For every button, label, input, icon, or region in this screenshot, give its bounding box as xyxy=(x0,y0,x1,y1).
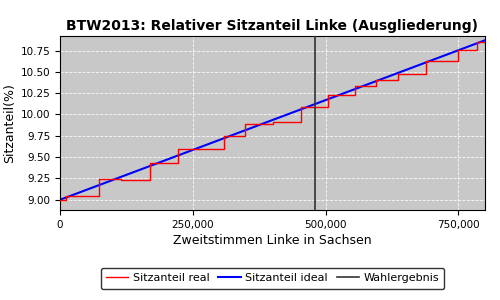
Sitzanteil real xyxy=(242,123,248,126)
Sitzanteil real xyxy=(63,198,69,202)
Sitzanteil real xyxy=(242,134,248,138)
Sitzanteil real xyxy=(352,93,358,97)
Sitzanteil real xyxy=(325,93,331,97)
Sitzanteil real xyxy=(424,72,430,76)
Sitzanteil real xyxy=(221,147,227,151)
Sitzanteil real xyxy=(270,123,276,126)
X-axis label: Zweitstimmen Linke in Sachsen: Zweitstimmen Linke in Sachsen xyxy=(173,234,372,247)
Line: Sitzanteil real: Sitzanteil real xyxy=(60,42,485,200)
Sitzanteil real xyxy=(146,178,152,182)
Sitzanteil real xyxy=(456,48,462,52)
Sitzanteil real xyxy=(63,194,69,198)
Sitzanteil real xyxy=(424,59,430,62)
Sitzanteil real xyxy=(270,120,276,124)
Sitzanteil real xyxy=(352,84,358,87)
Sitzanteil real xyxy=(298,106,304,109)
Sitzanteil real xyxy=(373,84,379,87)
Sitzanteil real xyxy=(474,40,480,44)
Sitzanteil real xyxy=(221,134,227,138)
Sitzanteil real xyxy=(146,162,152,165)
Sitzanteil real xyxy=(96,177,102,181)
Sitzanteil real xyxy=(325,106,331,109)
Sitzanteil real xyxy=(396,78,402,82)
Sitzanteil real xyxy=(118,178,124,182)
Sitzanteil real xyxy=(474,48,480,52)
Sitzanteil real xyxy=(456,59,462,62)
Sitzanteil real xyxy=(118,177,124,181)
Sitzanteil real xyxy=(57,198,63,202)
Sitzanteil real xyxy=(175,147,181,151)
Sitzanteil real xyxy=(96,194,102,198)
Sitzanteil real xyxy=(298,120,304,124)
Legend: Sitzanteil real, Sitzanteil ideal, Wahlergebnis: Sitzanteil real, Sitzanteil ideal, Wahle… xyxy=(100,268,444,289)
Sitzanteil real xyxy=(396,72,402,76)
Title: BTW2013: Relativer Sitzanteil Linke (Ausgliederung): BTW2013: Relativer Sitzanteil Linke (Aus… xyxy=(66,20,478,33)
Y-axis label: Sitzanteil(%): Sitzanteil(%) xyxy=(4,83,16,163)
Sitzanteil real xyxy=(196,147,202,151)
Sitzanteil real xyxy=(373,78,379,82)
Sitzanteil real xyxy=(482,40,488,44)
Sitzanteil real xyxy=(196,147,202,151)
Sitzanteil real xyxy=(175,162,181,165)
